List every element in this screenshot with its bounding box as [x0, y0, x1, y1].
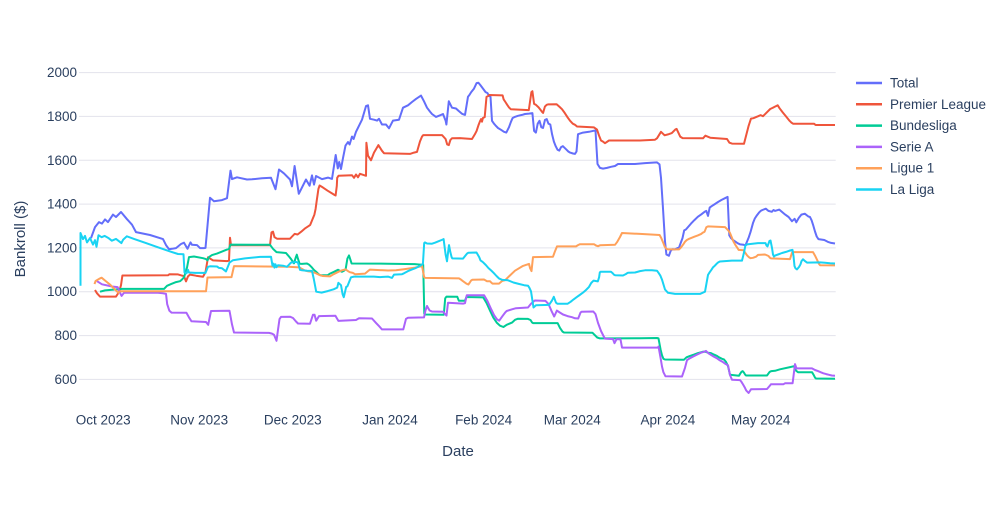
svg-text:Total: Total — [890, 76, 919, 91]
svg-text:Feb 2024: Feb 2024 — [455, 413, 513, 428]
svg-text:800: 800 — [54, 328, 77, 343]
svg-text:Date: Date — [442, 443, 474, 460]
svg-text:Jan 2024: Jan 2024 — [362, 413, 418, 428]
svg-text:600: 600 — [54, 372, 77, 387]
svg-text:1600: 1600 — [47, 153, 77, 168]
svg-text:1800: 1800 — [47, 109, 77, 124]
svg-text:Apr 2024: Apr 2024 — [641, 413, 696, 428]
svg-text:Oct 2023: Oct 2023 — [76, 413, 131, 428]
svg-text:Serie A: Serie A — [890, 139, 934, 154]
svg-text:Ligue 1: Ligue 1 — [890, 161, 934, 176]
svg-text:2000: 2000 — [47, 65, 77, 80]
svg-text:1200: 1200 — [47, 240, 77, 255]
svg-text:Nov 2023: Nov 2023 — [170, 413, 228, 428]
svg-text:1000: 1000 — [47, 284, 77, 299]
svg-text:Bankroll ($): Bankroll ($) — [12, 201, 29, 278]
svg-text:May 2024: May 2024 — [731, 413, 791, 428]
svg-text:1400: 1400 — [47, 197, 77, 212]
svg-text:Premier League: Premier League — [890, 97, 986, 112]
svg-text:Bundesliga: Bundesliga — [890, 118, 957, 133]
svg-text:Dec 2023: Dec 2023 — [264, 413, 322, 428]
svg-text:La Liga: La Liga — [890, 182, 935, 197]
svg-text:Mar 2024: Mar 2024 — [544, 413, 602, 428]
